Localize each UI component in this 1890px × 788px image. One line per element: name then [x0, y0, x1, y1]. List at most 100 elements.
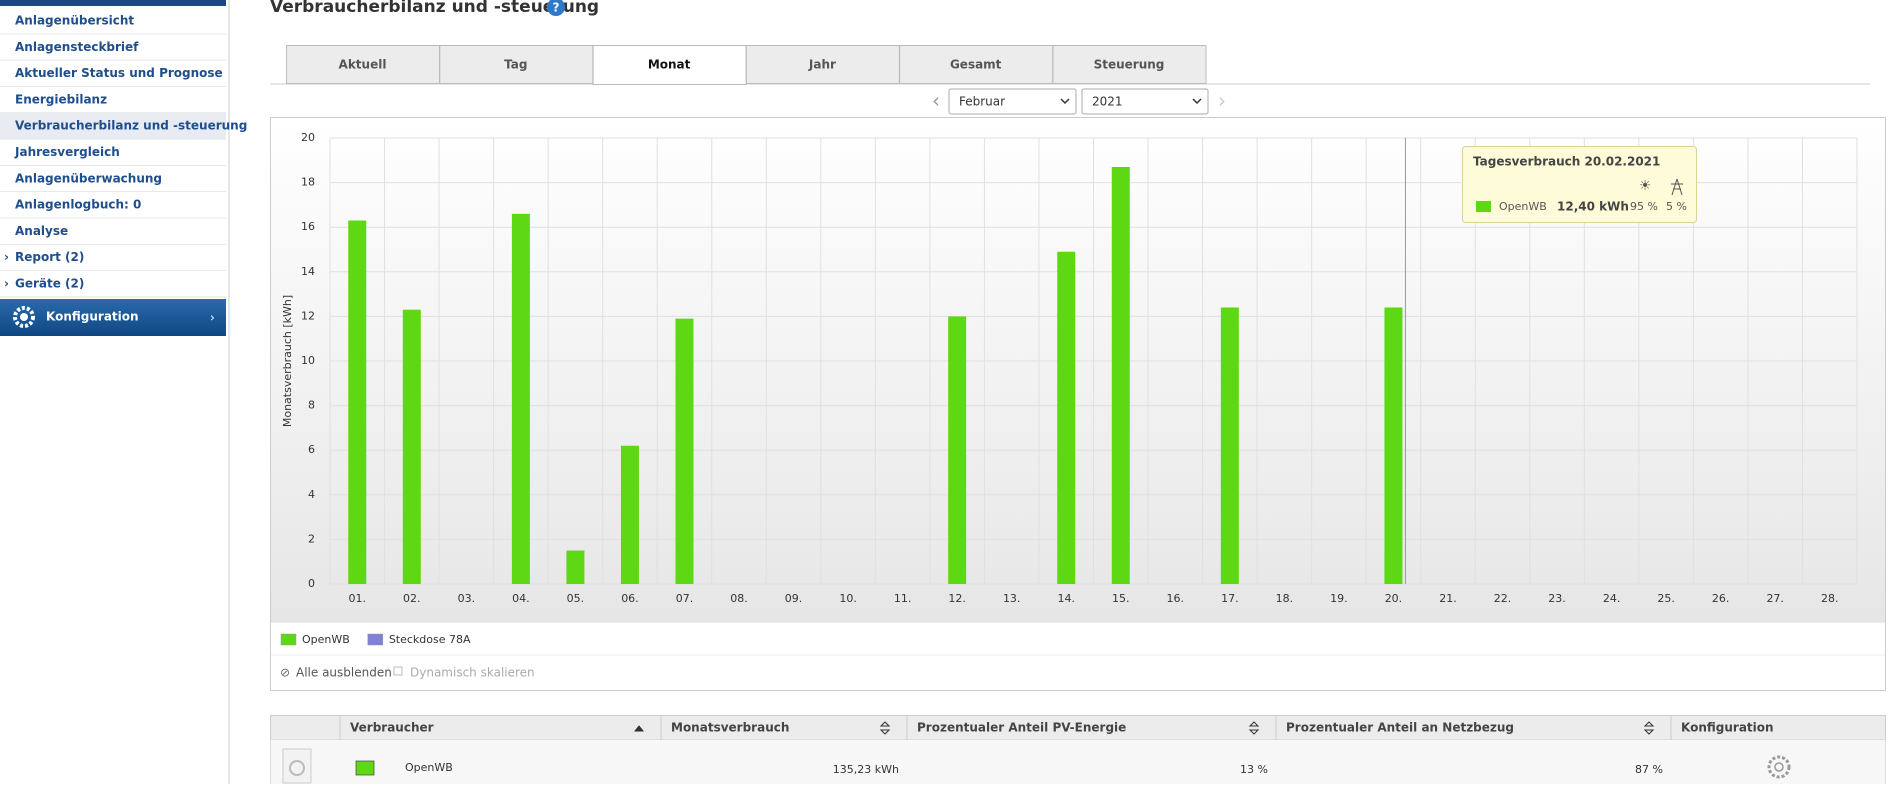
tab[interactable] [286, 45, 440, 84]
tooltip-value: 12,40 kWh [1557, 200, 1629, 214]
nav-item-bg [0, 8, 226, 34]
tooltip [1462, 146, 1697, 223]
nav-item-bg [0, 113, 226, 140]
y-tick-label: 2 [308, 532, 315, 545]
bar [675, 318, 694, 584]
cell: 87 % [1635, 763, 1663, 776]
x-tick-label: 16. [1167, 592, 1185, 605]
x-tick-label: 06. [621, 592, 639, 605]
nav-item-bg [0, 86, 226, 113]
x-tick-label: 27. [1766, 592, 1784, 605]
legend-label[interactable]: OpenWB [302, 633, 350, 646]
page-title: Verbraucherbilanz und -steuerung [270, 0, 599, 17]
column-header[interactable]: Prozentualer Anteil PV-Energie [917, 721, 1126, 735]
month-select[interactable] [948, 88, 1077, 115]
bar [1384, 307, 1403, 584]
tooltip-swatch [1476, 201, 1491, 212]
x-tick-label: 01. [349, 592, 367, 605]
nav-item-bg [0, 139, 226, 166]
tab-label[interactable]: Jahr [808, 58, 836, 72]
device-icon-ring [289, 760, 305, 776]
sun-icon: ☀ [1639, 178, 1652, 194]
cell: 13 % [1240, 763, 1268, 776]
bar [1057, 251, 1076, 585]
config-gear-hub [1774, 762, 1784, 772]
nav-item[interactable]: Aktueller Status und Prognose [15, 66, 223, 80]
cell: OpenWB [405, 761, 453, 774]
nav-item[interactable]: Analyse [15, 224, 68, 238]
nav-item[interactable]: Report (2) [15, 250, 84, 264]
next-month[interactable]: › [1218, 89, 1226, 113]
tab[interactable] [439, 45, 594, 84]
nav-item[interactable]: Verbraucherbilanz und -steuerung [15, 119, 247, 133]
nav-item[interactable]: Geräte (2) [15, 277, 84, 291]
tab-label[interactable]: Tag [504, 58, 527, 72]
month-value[interactable]: Februar [959, 95, 1005, 109]
tooltip-series: OpenWB [1499, 200, 1547, 213]
column-header[interactable]: Monatsverbrauch [671, 721, 789, 735]
sidebar-top [0, 0, 226, 6]
x-tick-label: 08. [730, 592, 748, 605]
nav-item[interactable]: Anlagenübersicht [15, 14, 134, 28]
x-tick-label: 05. [567, 592, 585, 605]
x-tick-label: 28. [1821, 592, 1839, 605]
y-tick-label: 6 [308, 443, 315, 456]
nav-item[interactable]: Anlagenlogbuch: 0 [15, 198, 141, 212]
x-tick-label: 02. [403, 592, 421, 605]
tab-label[interactable]: Aktuell [339, 58, 387, 72]
column-header[interactable]: Konfiguration [1681, 721, 1774, 735]
x-tick-label: 04. [512, 592, 530, 605]
x-tick-label: 10. [839, 592, 857, 605]
hide-all[interactable]: Alle ausblenden [296, 666, 392, 680]
tab[interactable] [592, 45, 747, 85]
help-icon-mark: ? [553, 1, 560, 15]
year-select[interactable] [1081, 88, 1209, 115]
x-tick-label: 22. [1494, 592, 1512, 605]
nav-item[interactable]: Jahresvergleich [14, 145, 120, 159]
x-tick-label: 18. [1276, 592, 1294, 605]
sort-icon[interactable] [633, 725, 645, 732]
column-header[interactable]: Verbraucher [350, 721, 434, 735]
nav-chevron: › [4, 277, 9, 291]
sort-icon[interactable] [1248, 721, 1260, 735]
year-value[interactable]: 2021 [1092, 95, 1123, 109]
config-gear[interactable] [1767, 755, 1791, 779]
column-header[interactable]: Prozentualer Anteil an Netzbezug [1286, 721, 1514, 735]
dynamic-scale[interactable]: Dynamisch skalieren [410, 666, 535, 680]
nav-item[interactable]: Energiebilanz [15, 92, 107, 106]
nav-chevron: › [4, 250, 9, 264]
nav-item[interactable]: Anlagenüberwachung [15, 171, 162, 185]
y-tick-label: 14 [301, 265, 315, 278]
tab-label[interactable]: Gesamt [950, 58, 1002, 72]
x-tick-label: 14. [1057, 592, 1075, 605]
prev-month[interactable]: ‹ [932, 89, 940, 113]
tooltip-grid: 5 % [1666, 200, 1687, 213]
sidebar: Anlagenübersicht Anlagensteckbrief Aktuell… [0, 8, 247, 298]
bar [620, 445, 639, 584]
config-label[interactable]: Konfiguration [46, 310, 139, 324]
y-axis-label: Monatsverbrauch [kWh] [281, 295, 294, 427]
config-button[interactable] [0, 299, 226, 336]
x-tick-label: 07. [676, 592, 694, 605]
x-tick-label: 23. [1548, 592, 1566, 605]
legend-swatch[interactable] [280, 633, 297, 646]
bar [1220, 307, 1239, 584]
sort-icon[interactable] [1643, 721, 1655, 735]
tab[interactable] [1052, 45, 1207, 84]
tab-label[interactable]: Monat [648, 58, 691, 72]
tabs: Aktuell Tag Monat Jahr Gesamt Steuerung [286, 45, 1207, 85]
tab[interactable] [745, 45, 900, 84]
x-tick-label: 24. [1603, 592, 1621, 605]
nav-item[interactable]: Anlagensteckbrief [15, 40, 139, 54]
bar [1111, 166, 1130, 585]
legend-label[interactable]: Steckdose 78A [389, 633, 471, 646]
sort-icon[interactable] [879, 721, 891, 735]
legend-swatch[interactable] [367, 633, 384, 646]
tooltip-title: Tagesverbrauch 20.02.2021 [1473, 155, 1660, 169]
help-icon[interactable] [547, 0, 565, 16]
y-tick-label: 12 [301, 309, 315, 322]
x-tick-label: 20. [1385, 592, 1403, 605]
tab-label[interactable]: Steuerung [1094, 58, 1165, 72]
tab[interactable] [899, 45, 1054, 84]
row-swatch [355, 760, 375, 776]
